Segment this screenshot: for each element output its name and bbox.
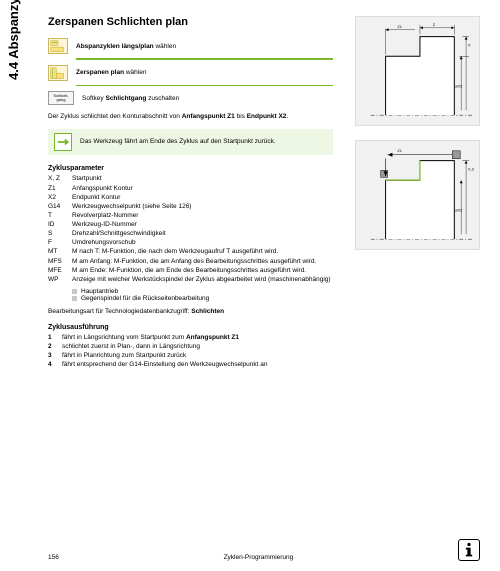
param-key: WP xyxy=(48,276,72,284)
param-value: M am Ende: M-Funktion, die am Ende des B… xyxy=(72,267,333,275)
tech-note: Bearbeitungsart für Technologiedatenbank… xyxy=(48,308,333,316)
step-3: Schlicht-gang Softkey Schlichtgang zusch… xyxy=(48,91,333,105)
info-icon xyxy=(458,539,480,561)
param-key: Z1 xyxy=(48,185,72,193)
exec-step: 3fährt in Planrichtung zum Startpunkt zu… xyxy=(48,352,333,361)
param-key: S xyxy=(48,230,72,238)
step-text: Zerspanen plan wählen xyxy=(76,69,146,76)
param-value: Startpunkt xyxy=(72,175,333,183)
step-2: Zerspanen plan wählen xyxy=(48,65,333,81)
param-key: G14 xyxy=(48,203,72,211)
param-value: Anfangspunkt Kontur xyxy=(72,185,333,193)
arrow-icon xyxy=(54,133,72,151)
param-value: Umdrehungsvorschub xyxy=(72,239,333,247)
section-label: 4.4 Abspanzyklen xyxy=(6,0,21,80)
note-text: Das Werkzeug fährt am Ende des Zyklus au… xyxy=(80,138,276,146)
params-table: X, ZStartpunktZ1Anfangspunkt KonturX2End… xyxy=(48,175,333,284)
step-text: Softkey Schlichtgang zuschalten xyxy=(82,95,179,102)
param-key: F xyxy=(48,239,72,247)
param-key: MFE xyxy=(48,267,72,275)
exec-step: 4fährt entsprechend der G14-Einstellung … xyxy=(48,361,333,370)
svg-text:øX2: øX2 xyxy=(455,84,462,89)
cycle-description: Der Zyklus schlichtet den Konturabschnit… xyxy=(48,113,333,121)
svg-text:Z1: Z1 xyxy=(397,148,402,153)
svg-text:Z: Z xyxy=(433,22,436,27)
footer-text: Zyklen-Programmierung xyxy=(224,554,294,561)
divider xyxy=(76,58,333,60)
param-key: MFS xyxy=(48,258,72,266)
page-number: 156 xyxy=(48,554,59,561)
exec-list: 1fährt in Längsrichtung vom Startpunkt z… xyxy=(48,334,333,369)
param-value: M nach T: M-Funktion, die nach dem Werkz… xyxy=(72,248,333,256)
cycle-icon xyxy=(48,65,68,81)
page-title: Zerspanen Schlichten plan xyxy=(48,16,333,28)
param-key: ID xyxy=(48,221,72,229)
svg-text:Z1: Z1 xyxy=(397,24,402,29)
param-key: X, Z xyxy=(48,175,72,183)
step-1: Abspanzyklen längs/plan wählen xyxy=(48,38,333,54)
bullet-icon xyxy=(72,296,77,301)
step-text: Abspanzyklen längs/plan wählen xyxy=(76,43,176,50)
params-heading: Zyklusparameter xyxy=(48,165,333,172)
bullet-item: Gegenspindel für die Rückseitenbearbeitu… xyxy=(72,295,333,302)
bullet-icon xyxy=(72,289,77,294)
figure-top: Z1 Z X øX2 xyxy=(355,16,480,126)
bullet-item: Hauptantrieb xyxy=(72,288,333,295)
param-value: Anzeige mit welcher Werkstückspindel der… xyxy=(72,276,333,284)
divider xyxy=(76,85,333,87)
param-value: Werkzeugwechselpunkt (siehe Seite 126) xyxy=(72,203,333,211)
param-key: MT xyxy=(48,248,72,256)
svg-text:X,Z: X,Z xyxy=(468,166,475,171)
param-value: Revolverplatz-Nummer xyxy=(72,212,333,220)
exec-heading: Zyklusausführung xyxy=(48,324,333,331)
svg-text:øX2: øX2 xyxy=(455,208,462,213)
svg-text:X: X xyxy=(468,42,471,47)
exec-step: 2schlichtet zuerst in Plan-, dann in Län… xyxy=(48,343,333,352)
softkey-icon: Schlicht-gang xyxy=(48,91,74,105)
param-value: Werkzeug-ID-Nummer xyxy=(72,221,333,229)
param-value: M am Anfang: M-Funktion, die am Anfang d… xyxy=(72,258,333,266)
param-value: Endpunkt Kontur xyxy=(72,194,333,202)
param-key: X2 xyxy=(48,194,72,202)
param-value: Drehzahl/Schnittgeschwindigkeit xyxy=(72,230,333,238)
wp-options: HauptantriebGegenspindel für die Rücksei… xyxy=(72,288,333,302)
figure-bottom: X,Z øX2 Z1 xyxy=(355,140,480,250)
exec-step: 1fährt in Längsrichtung vom Startpunkt z… xyxy=(48,334,333,343)
cycle-icon xyxy=(48,38,68,54)
note-block: Das Werkzeug fährt am Ende des Zyklus au… xyxy=(48,129,333,155)
param-key: T xyxy=(48,212,72,220)
